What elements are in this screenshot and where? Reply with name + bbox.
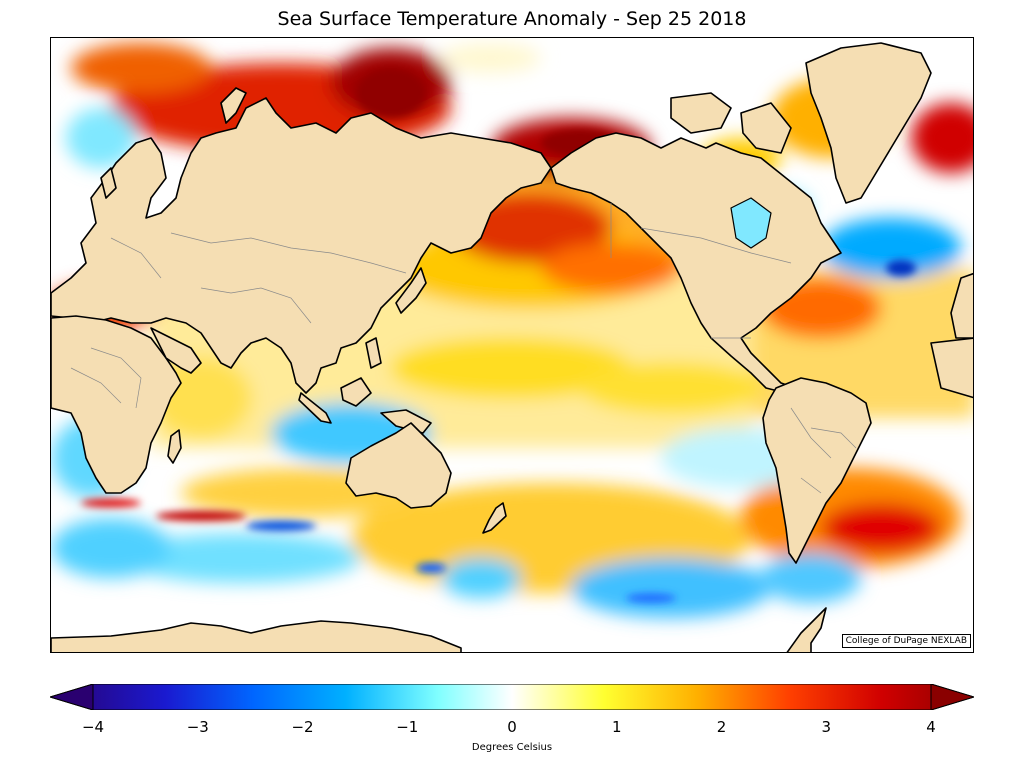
south-america-landmass xyxy=(762,377,872,564)
map-canvas: College of DuPage NEXLAB xyxy=(51,38,973,652)
credit-label: College of DuPage NEXLAB xyxy=(841,634,971,648)
greenland-landmass xyxy=(805,42,932,204)
map-title: Sea Surface Temperature Anomaly - Sep 25… xyxy=(277,8,747,30)
colorbar-under-arrow xyxy=(50,684,94,710)
colorbar-gradient xyxy=(50,684,974,710)
colorbar-tick-label: −3 xyxy=(186,718,209,736)
hudson-bay xyxy=(730,197,772,249)
sumatra-island xyxy=(298,392,332,424)
madagascar-island xyxy=(167,429,182,464)
eurasia-landmass xyxy=(51,97,552,394)
british-isles xyxy=(100,167,117,199)
colorbar-tick-label: 4 xyxy=(926,718,936,736)
land-masses xyxy=(51,42,973,652)
new-guinea-island xyxy=(380,409,432,434)
australia-landmass xyxy=(345,422,452,509)
sst-anomaly-map: College of DuPage NEXLAB xyxy=(50,37,974,653)
colorbar-tick-label: 3 xyxy=(821,718,832,736)
colorbar-tick-label: 0 xyxy=(507,718,517,736)
arabia-landmass xyxy=(150,327,202,374)
colorbar-label: Degrees Celsius xyxy=(471,742,553,753)
new-zealand-islands xyxy=(482,502,507,534)
arctic-islands xyxy=(670,92,732,134)
africa-landmass xyxy=(51,315,182,494)
colorbar-tick-label: −1 xyxy=(396,718,419,736)
antarctic-peninsula xyxy=(786,607,827,652)
colorbar-tick-label: 2 xyxy=(716,718,727,736)
western-europe-edge xyxy=(950,272,973,339)
country-borders xyxy=(70,203,857,494)
colorbar-tick-label: −4 xyxy=(81,718,105,736)
west-africa-edge xyxy=(930,337,973,399)
colorbar-tick-label: 1 xyxy=(611,718,622,736)
antarctica-landmass xyxy=(51,620,462,652)
philippines-islands xyxy=(365,337,382,369)
baffin-island xyxy=(740,102,792,154)
colorbar-over-arrow xyxy=(930,684,974,710)
colorbar-tick-label: −2 xyxy=(291,718,314,736)
novaya-zemlya xyxy=(220,87,247,124)
japan-islands xyxy=(395,267,427,314)
borneo-island xyxy=(340,377,372,407)
colorbar xyxy=(50,684,974,710)
